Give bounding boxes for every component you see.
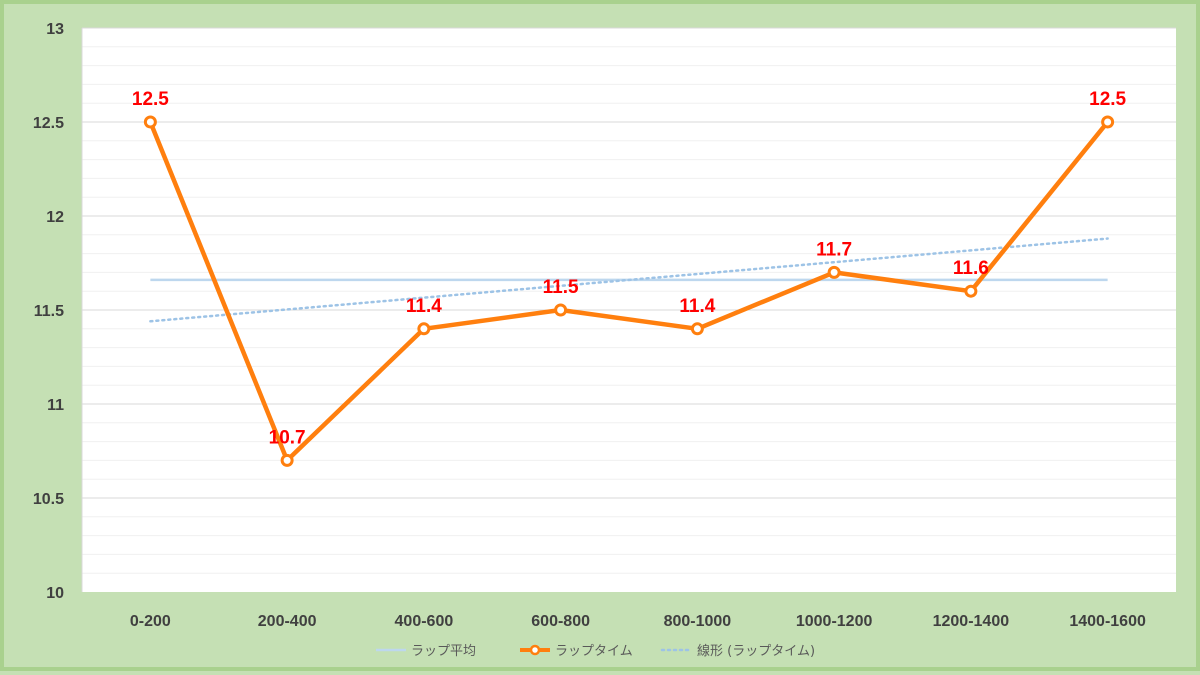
y-tick-label: 10.5 — [33, 491, 64, 508]
data-label: 11.4 — [406, 296, 442, 317]
data-labels: 12.5 10.7 11.4 11.5 11.4 11.7 11.6 12.5 — [132, 89, 1127, 448]
lap-time-point — [827, 265, 841, 279]
lap-time-point — [690, 322, 704, 336]
data-label: 12.5 — [1089, 89, 1126, 110]
x-tick-label: 1200-1400 — [933, 613, 1010, 630]
y-tick-label: 13 — [46, 21, 64, 38]
data-label: 11.7 — [816, 239, 852, 260]
lap-time-point — [964, 284, 978, 298]
data-label: 11.6 — [953, 258, 989, 279]
y-tick-label: 11.5 — [34, 303, 64, 320]
x-tick-label: 1400-1600 — [1069, 613, 1146, 630]
series-layer — [143, 115, 1115, 467]
data-label: 12.5 — [132, 89, 169, 110]
y-tick-label: 12.5 — [33, 115, 64, 132]
data-label: 11.5 — [543, 277, 579, 298]
legend-label: ラップタイム — [555, 644, 633, 659]
x-tick-label: 200-400 — [258, 613, 317, 630]
legend: ラップ平均 ラップタイム 線形 (ラップタイム) — [376, 643, 815, 659]
legend-label: 線形 (ラップタイム) — [697, 643, 815, 659]
legend-label: ラップ平均 — [411, 644, 476, 659]
lap-time-point — [1101, 115, 1115, 129]
lap-time-point — [280, 453, 294, 467]
y-tick-label: 12 — [46, 209, 64, 226]
x-tick-label: 1000-1200 — [796, 613, 873, 630]
y-tick-label: 10 — [46, 585, 64, 602]
lap-time-point — [417, 322, 431, 336]
data-label: 10.7 — [269, 427, 306, 448]
y-axis-ticks: 10 10.5 11 11.5 12 12.5 13 — [33, 21, 64, 602]
x-axis-ticks: 0-200 200-400 400-600 600-800 800-1000 1000-1… — [130, 613, 1146, 630]
y-tick-label: 11 — [47, 397, 64, 414]
x-tick-label: 600-800 — [531, 613, 590, 630]
line-chart: 10 10.5 11 11.5 12 12.5 13 0-200 200-400 400-600… — [33, 21, 1176, 659]
x-tick-label: 400-600 — [395, 613, 454, 630]
data-label: 11.4 — [679, 296, 715, 317]
lap-time-line — [148, 120, 1110, 463]
x-tick-label: 800-1000 — [664, 613, 732, 630]
lap-time-point — [143, 115, 157, 129]
legend-marker-lap-time — [529, 644, 541, 656]
trend-line — [149, 237, 1109, 323]
gridlines — [82, 27, 1176, 574]
x-tick-label: 0-200 — [130, 613, 171, 630]
lap-time-point — [554, 303, 568, 317]
